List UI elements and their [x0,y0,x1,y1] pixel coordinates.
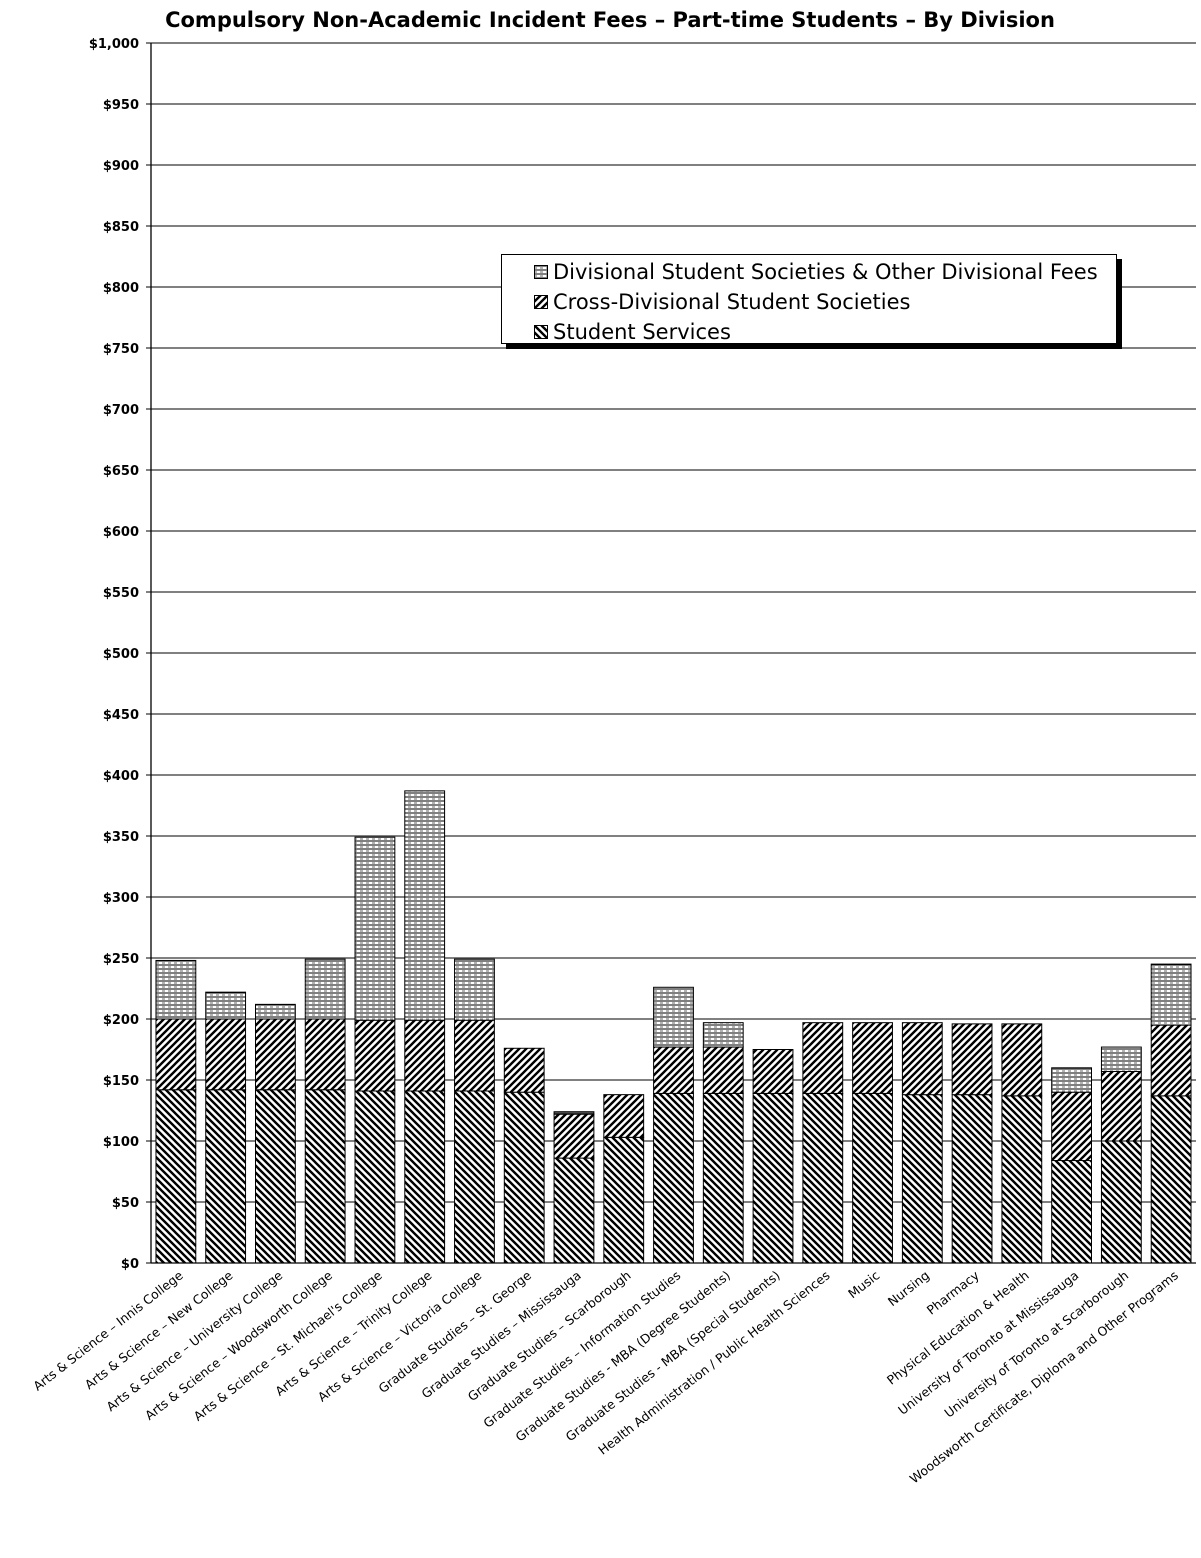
x-tick-label: University of Toronto at Scarborough [941,1268,1131,1421]
legend-entry: Divisional Student Societies & Other Div… [534,257,1116,287]
bars [155,790,1192,1264]
bar-segment [1051,1091,1092,1162]
y-tick-label: $50 [112,1196,139,1211]
bar-segment [205,1089,247,1264]
bar-segment [404,1090,446,1264]
y-tick-label: $800 [103,281,139,296]
bar-segment [653,1092,694,1264]
bar-segment [653,1046,694,1094]
bar-segment [155,1018,197,1091]
bar-segment [503,1047,545,1093]
y-tick-label: $1,000 [89,37,139,52]
y-tick-label: $950 [103,98,139,113]
bar-segment [1100,1046,1142,1072]
bar-segment [454,1019,495,1092]
bar-segment [1051,1160,1092,1264]
chart-title: Compulsory Non-Academic Incident Fees – … [165,8,1055,32]
y-tick-label: $300 [103,891,139,906]
y-tick-label: $500 [103,647,139,662]
bar-segment [1001,1023,1043,1097]
bar-segment [752,1092,794,1264]
y-tick-label: $850 [103,220,139,235]
bar-segment [454,1090,495,1264]
legend: Divisional Student Societies & Other Div… [501,254,1117,344]
legend-label: Student Services [553,320,731,344]
bar-segment [304,1018,346,1091]
y-tick-label: $400 [103,769,139,784]
bar-segment [901,1094,943,1264]
x-tick-label: Health Administration / Public Health Sc… [595,1268,832,1458]
y-tick-label: $0 [121,1257,139,1272]
bar-segment [951,1094,993,1264]
bar-segment [901,1022,943,1096]
bar-segment [1100,1070,1142,1142]
legend-label: Cross-Divisional Student Societies [553,290,911,314]
bar-segment [304,958,346,1020]
bar-segment [205,1018,247,1091]
bar-segment [1150,1024,1192,1097]
x-tick-label: Nursing [885,1268,932,1310]
bar-segment [155,1089,197,1264]
y-tick-label: $450 [103,708,139,723]
bar-segment [852,1022,893,1094]
bar-segment [1001,1095,1043,1264]
axes [150,43,1196,1264]
bar-segment [304,1089,346,1264]
x-tick-label: Arts & Science – University College [103,1267,285,1414]
bar-segment [702,1046,744,1094]
y-tick-label: $750 [103,342,139,357]
bar-segment [404,1019,446,1092]
bar-segment [553,1113,595,1159]
y-tick-label: $650 [103,464,139,479]
bar-segment [503,1091,545,1264]
x-tick-label: Music [845,1267,882,1301]
legend-swatch [534,325,548,339]
bar-segment [1051,1067,1092,1093]
bar-segment [205,991,247,1020]
bar-segment [155,959,197,1020]
y-tick-label: $600 [103,525,139,540]
bar-segment [951,1023,993,1096]
bar-segment [354,1090,396,1264]
legend-entry: Student Services [534,317,1116,347]
bar-segment [802,1092,844,1264]
bar-segment [454,958,495,1021]
bar-segment [1150,1095,1192,1264]
bar-segment [255,1003,296,1020]
bar-segment [404,790,446,1021]
bar-segment [752,1049,794,1094]
bar-segment [354,836,396,1021]
bar-segment [354,1019,396,1092]
bar-segment [702,1092,744,1264]
legend-label: Divisional Student Societies & Other Div… [553,260,1098,284]
y-tick-label: $200 [103,1013,139,1028]
legend-entry: Cross-Divisional Student Societies [534,287,1116,317]
legend-swatch [534,295,548,309]
bar-segment [255,1089,296,1264]
bar-segment [852,1092,893,1264]
y-tick-label: $150 [103,1074,139,1089]
y-tick-label: $550 [103,586,139,601]
bar-segment [802,1022,844,1094]
y-tick-label: $250 [103,952,139,967]
bar-segment [603,1136,645,1264]
legend-swatch [534,265,548,279]
y-tick-label: $350 [103,830,139,845]
bar-segment [553,1111,595,1115]
bar-segment [1150,963,1192,1026]
bar-segment [255,1018,296,1091]
y-axis-tick-labels: $0 $50 $100 $150 $200 $250 $300 $350 $400 $450 $50… [89,37,139,1272]
bar-segment [702,1022,744,1048]
y-tick-label: $100 [103,1135,139,1150]
bar-segment [553,1157,595,1264]
bar-segment [1100,1140,1142,1264]
bar-segment [653,986,694,1048]
bar-segment [603,1094,645,1138]
x-tick-label: University of Toronto at Mississauga [895,1268,1081,1418]
y-tick-label: $900 [103,159,139,174]
y-tick-label: $700 [103,403,139,418]
